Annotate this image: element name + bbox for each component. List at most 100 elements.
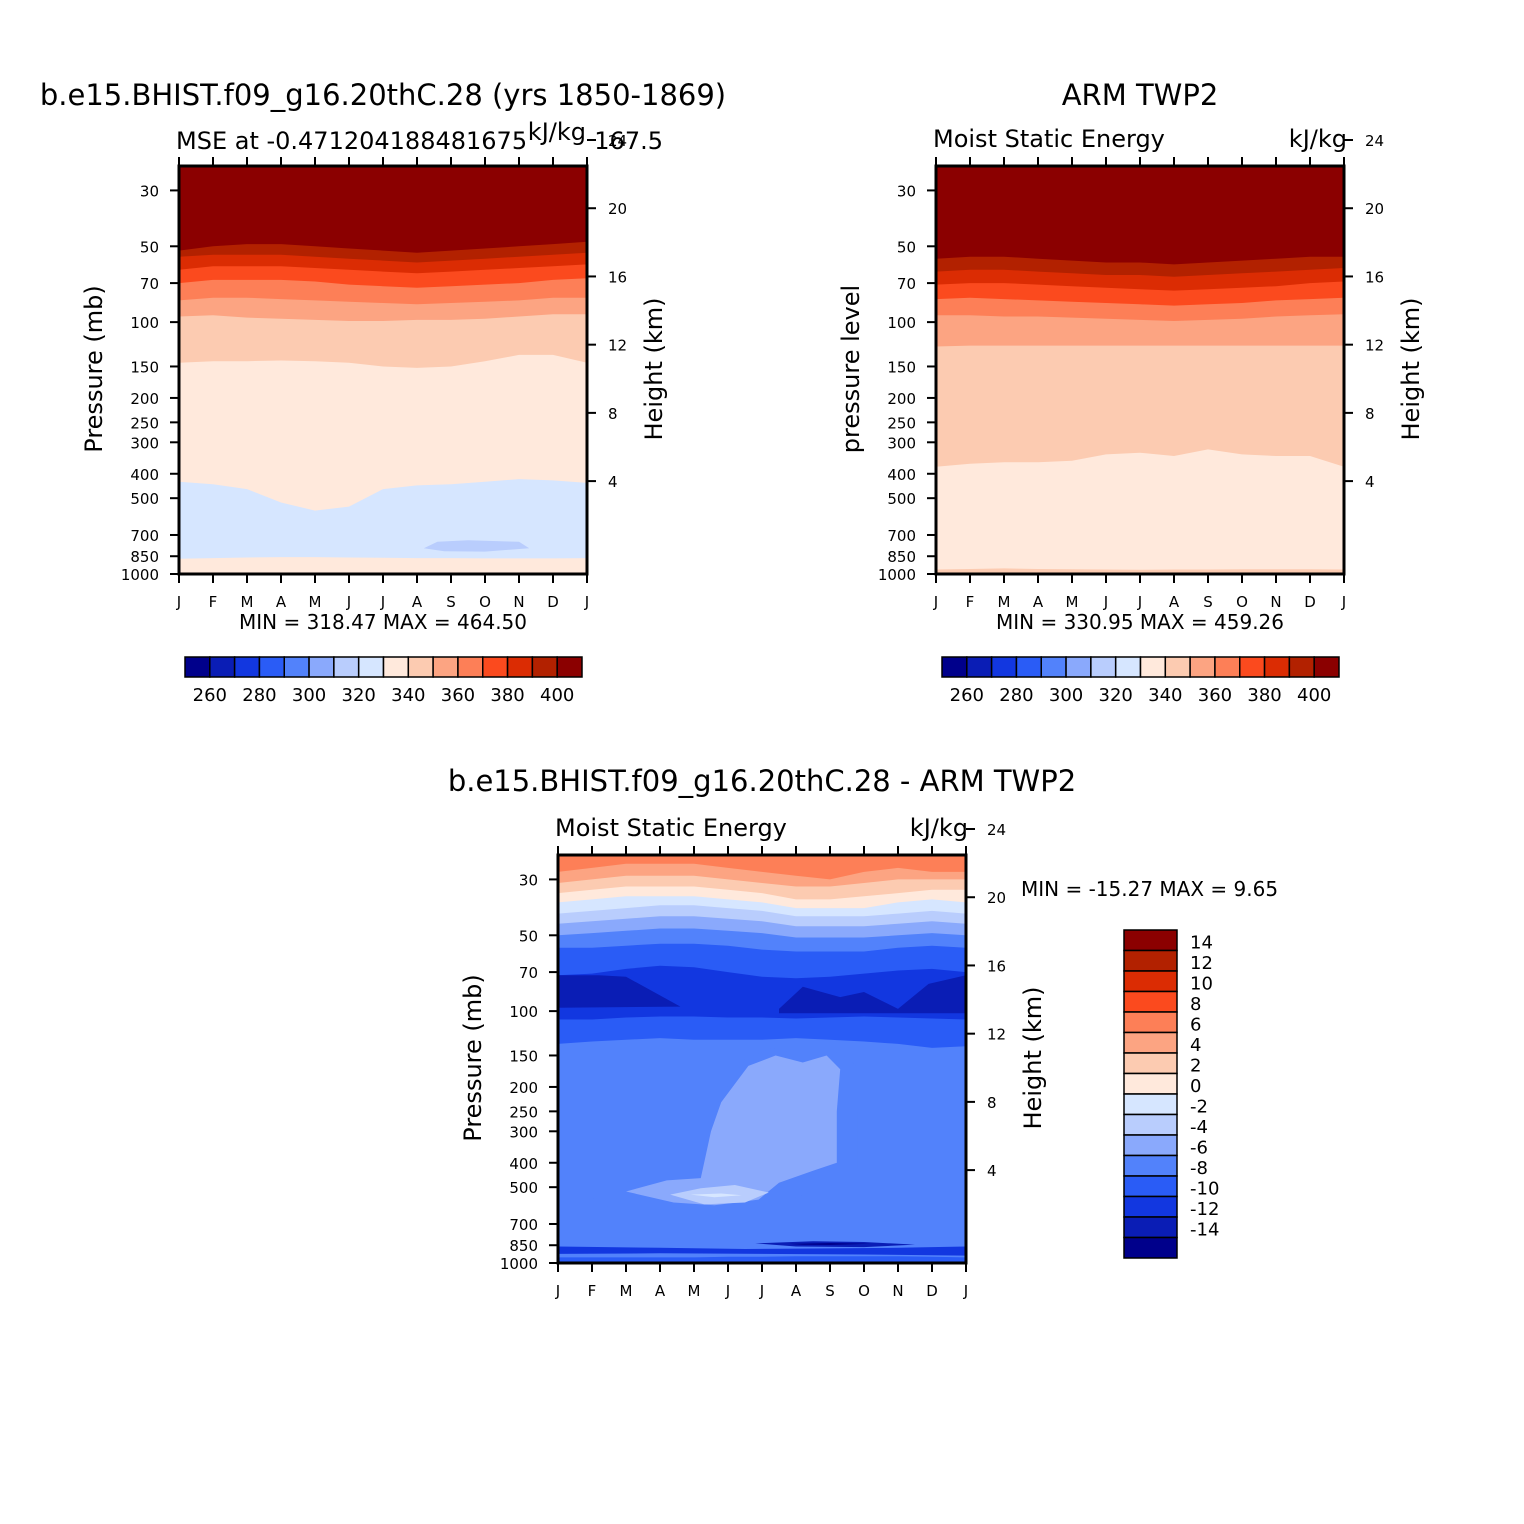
colorbar-label: 300	[292, 685, 326, 706]
panel-difference: b.e15.BHIST.f09_g16.20thC.28 - ARM TWP2 …	[448, 764, 1278, 1300]
y-tick-label: 500	[509, 1179, 538, 1197]
contour-region-0	[558, 1246, 966, 1256]
colorbar-label: 6	[1190, 1015, 1201, 1036]
x-tick-label: M	[309, 593, 322, 611]
y-tick-label: 850	[130, 548, 159, 566]
y-tick-label-right: 4	[987, 1162, 997, 1180]
contour-region-4	[779, 975, 966, 1014]
x-tick-label: J	[380, 593, 385, 611]
x-tick-label: J	[555, 1282, 560, 1300]
x-tick-label: O	[479, 593, 491, 611]
y-tick-label: 30	[140, 182, 159, 200]
y-tick-label: 50	[897, 238, 916, 256]
colorbar-box	[1065, 656, 1092, 678]
colorbar-box	[457, 656, 484, 678]
y-axis-label: Pressure (mb)	[80, 285, 108, 452]
colorbar-box	[407, 656, 434, 678]
x-tick-label: N	[513, 593, 524, 611]
x-tick-label: F	[209, 593, 218, 611]
colorbar-label: 340	[1148, 685, 1182, 706]
x-tick-label: M	[1066, 593, 1079, 611]
x-tick-label: A	[412, 593, 423, 611]
y-tick-label-right: 16	[987, 957, 1006, 975]
y-tick-label: 1000	[121, 566, 159, 584]
colorbar-box	[283, 656, 310, 678]
colorbar-box	[1123, 1175, 1178, 1198]
y-tick-label: 70	[897, 275, 916, 293]
y-tick-label: 700	[509, 1216, 538, 1234]
contour-region-0	[423, 540, 530, 552]
x-tick-label: F	[588, 1282, 597, 1300]
colorbar-box	[1313, 656, 1340, 678]
y-tick-label: 30	[519, 871, 538, 889]
colorbar-label: 360	[1198, 685, 1232, 706]
colorbar-box	[1090, 656, 1117, 678]
x-tick-label: S	[825, 1282, 835, 1300]
y-tick-label-right: 12	[608, 337, 627, 355]
colorbar-box	[1123, 1031, 1178, 1054]
x-tick-label: J	[933, 593, 938, 611]
x-tick-label: M	[688, 1282, 701, 1300]
panel-title: b.e15.BHIST.f09_g16.20thC.28 - ARM TWP2	[448, 764, 1076, 798]
contour-blobs	[558, 975, 966, 1256]
x-tick-label: J	[963, 1282, 968, 1300]
colorbar-box	[1123, 990, 1178, 1013]
x-tick-label: J	[1103, 593, 1108, 611]
y-tick-label: 500	[130, 490, 159, 508]
y-tick-label-right: 4	[1365, 473, 1375, 491]
x-tick-label: D	[1304, 593, 1316, 611]
colorbar: 260 280 300 320 340 360 380 400	[941, 656, 1340, 706]
y-tick-label: 100	[509, 1003, 538, 1021]
colorbar-box	[1123, 970, 1178, 993]
y-tick-label: 100	[130, 314, 159, 332]
colorbar-label: 400	[540, 685, 574, 706]
colorbar-label: 14	[1190, 933, 1213, 954]
colorbar-box	[209, 656, 236, 678]
colorbar: 260 280 300 320 340 360 380 400	[184, 656, 583, 706]
x-tick-label: J	[1137, 593, 1142, 611]
colorbar-box	[556, 656, 583, 678]
colorbar-box	[531, 656, 558, 678]
colorbar-box	[1123, 1134, 1178, 1157]
x-tick-label: S	[1203, 593, 1213, 611]
colorbar-box	[258, 656, 285, 678]
x-tick-label: J	[176, 593, 181, 611]
colorbar-box	[382, 656, 410, 678]
y-axis-label: pressure level	[837, 285, 865, 453]
y-tick-label: 70	[519, 964, 538, 982]
colorbar-box	[308, 656, 335, 678]
y-tick-label: 1000	[878, 566, 916, 584]
colorbar-label: 380	[1247, 685, 1281, 706]
panel-subtitle-left: MSE at -0.471204188481675	[176, 127, 527, 155]
y-tick-label-right: 8	[987, 1094, 997, 1112]
y-tick-label: 300	[509, 1123, 538, 1141]
colorbar-box	[1123, 1154, 1178, 1177]
x-tick-label: N	[892, 1282, 903, 1300]
y-tick-label: 200	[130, 390, 159, 408]
colorbar-box	[1123, 1093, 1178, 1116]
colorbar-box	[1263, 656, 1291, 678]
colorbar-label: 8	[1190, 994, 1201, 1015]
x-tick-label: F	[966, 593, 975, 611]
colorbar-label: 400	[1297, 685, 1331, 706]
y-tick-label: 700	[887, 527, 916, 545]
panel-title: ARM TWP2	[1062, 78, 1219, 112]
colorbar-label: 360	[441, 685, 475, 706]
colorbar-label: 10	[1190, 974, 1213, 995]
y-tick-label: 250	[509, 1103, 538, 1121]
y-tick-label-right: 12	[987, 1026, 1006, 1044]
y-tick-label: 70	[140, 275, 159, 293]
contour-bands	[936, 166, 1344, 574]
colorbar-label: -2	[1190, 1097, 1208, 1118]
y-tick-label: 850	[887, 548, 916, 566]
contour-band-8	[936, 166, 1344, 265]
y-tick-label: 50	[140, 238, 159, 256]
x-tick-label: D	[926, 1282, 938, 1300]
colorbar-label: 280	[242, 685, 276, 706]
contour-band-12	[558, 855, 966, 880]
colorbar-box	[1214, 656, 1241, 678]
colorbar-box	[1139, 656, 1167, 678]
colorbar-label: 260	[950, 685, 984, 706]
y-tick-label: 400	[130, 466, 159, 484]
y-tick-label: 850	[509, 1237, 538, 1255]
